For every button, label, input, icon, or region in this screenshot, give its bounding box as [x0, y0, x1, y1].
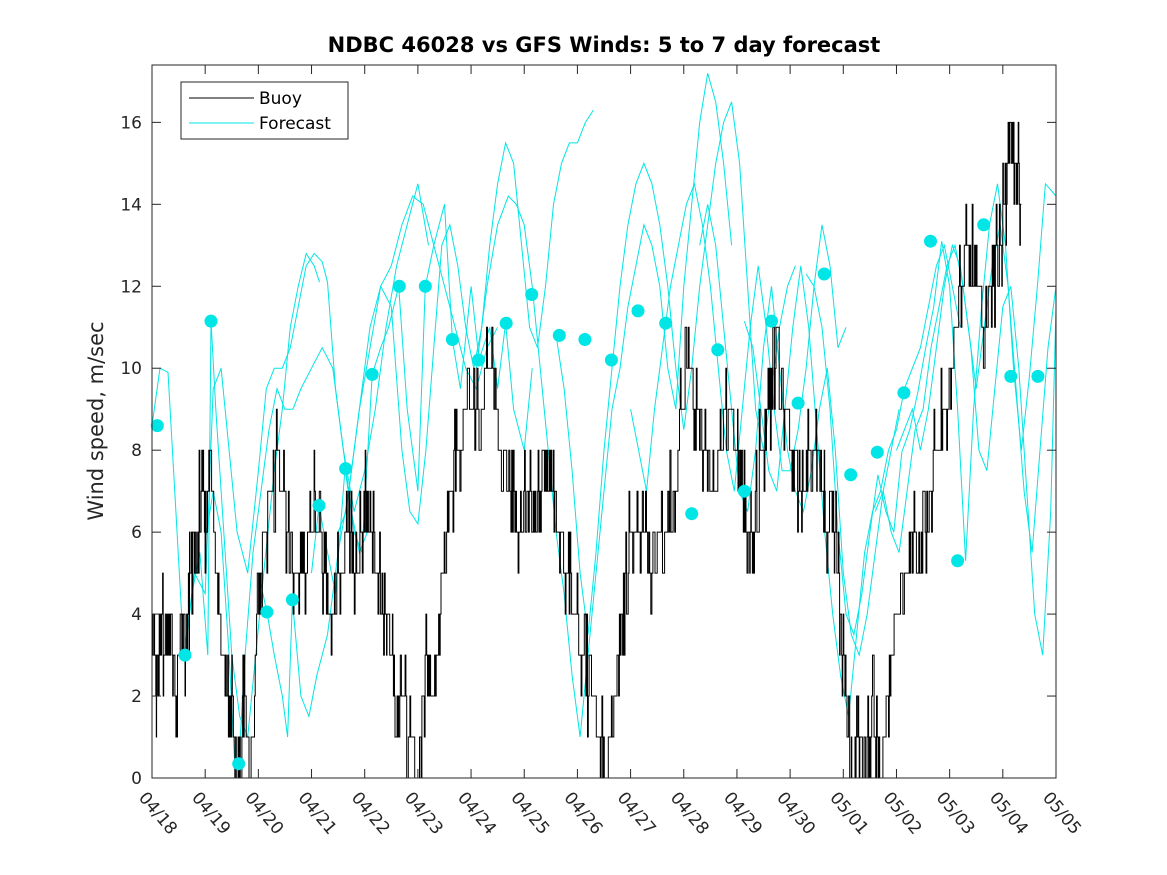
forecast-dot — [1031, 369, 1045, 383]
y-axis-label: Wind speed, m/sec — [84, 321, 108, 520]
forecast-dot — [178, 648, 192, 662]
forecast-track-7 — [475, 73, 733, 738]
forecast-dot — [232, 757, 246, 771]
legend-buoy-label: Buoy — [259, 89, 302, 109]
y-axis: 0 2 4 6 8 10 12 14 16 — [120, 113, 1056, 789]
forecast-dot — [844, 468, 858, 482]
forecast-dot — [312, 499, 326, 512]
y-tick-label: 8 — [131, 441, 142, 461]
forecast-dot — [791, 396, 805, 410]
forecast-dot — [339, 462, 353, 476]
forecast-dot — [499, 316, 513, 330]
plot-area — [152, 65, 1056, 778]
forecast-dots — [150, 218, 1045, 771]
forecast-dot — [977, 218, 991, 232]
legend-box — [180, 81, 349, 140]
forecast-dot — [604, 353, 618, 367]
forecast-track-4 — [257, 195, 499, 738]
forecast-dot — [631, 304, 645, 318]
y-tick-label: 16 — [120, 113, 142, 133]
y-tick-label: 14 — [120, 195, 142, 215]
forecast-dot — [552, 328, 566, 342]
forecast-dot — [445, 333, 459, 346]
forecast-dot — [659, 316, 673, 330]
forecast-dot — [817, 267, 831, 281]
chart-title: NDBC 46028 vs GFS Winds: 5 to 7 day fore… — [328, 33, 881, 57]
forecast-track-8 — [555, 101, 796, 635]
y-tick-label: 2 — [131, 687, 142, 707]
forecast-dot — [685, 507, 699, 521]
forecast-dot — [765, 314, 778, 328]
forecast-dot — [365, 367, 379, 381]
forecast-dot — [472, 353, 485, 367]
forecast-dot — [418, 279, 432, 293]
forecast-dot — [897, 386, 911, 400]
y-tick-label: 12 — [120, 277, 142, 297]
forecast-dot — [924, 234, 937, 248]
forecast-track-10 — [699, 204, 900, 657]
forecast-dot — [711, 343, 725, 357]
forecast-dot — [150, 419, 164, 433]
forecast-track-12 — [805, 182, 1057, 637]
forecast-dot — [392, 279, 406, 293]
y-tick-label: 6 — [131, 523, 142, 543]
legend-forecast-label: Forecast — [259, 114, 331, 134]
forecast-dot — [951, 554, 965, 568]
forecast-dot — [1004, 369, 1018, 383]
y-tick-label: 10 — [120, 359, 142, 379]
forecast-track-11 — [743, 243, 961, 717]
forecast-dot — [525, 288, 539, 301]
y-tick-label: 4 — [131, 605, 142, 625]
legend: Buoy Forecast — [180, 81, 349, 140]
forecast-dot — [260, 605, 274, 619]
forecast-dot — [578, 333, 592, 346]
forecast-dot — [870, 445, 884, 459]
buoy-series — [152, 121, 1022, 779]
forecast-dot — [737, 484, 751, 498]
forecast-track-14 — [896, 224, 1057, 553]
forecast-dot — [204, 314, 218, 328]
forecast-track-6 — [337, 109, 594, 533]
forecast-dot — [285, 593, 299, 607]
buoy-line — [152, 121, 1022, 779]
axes-box — [151, 64, 1057, 779]
plot-content — [150, 73, 1057, 779]
y-tick-label: 0 — [131, 769, 142, 789]
